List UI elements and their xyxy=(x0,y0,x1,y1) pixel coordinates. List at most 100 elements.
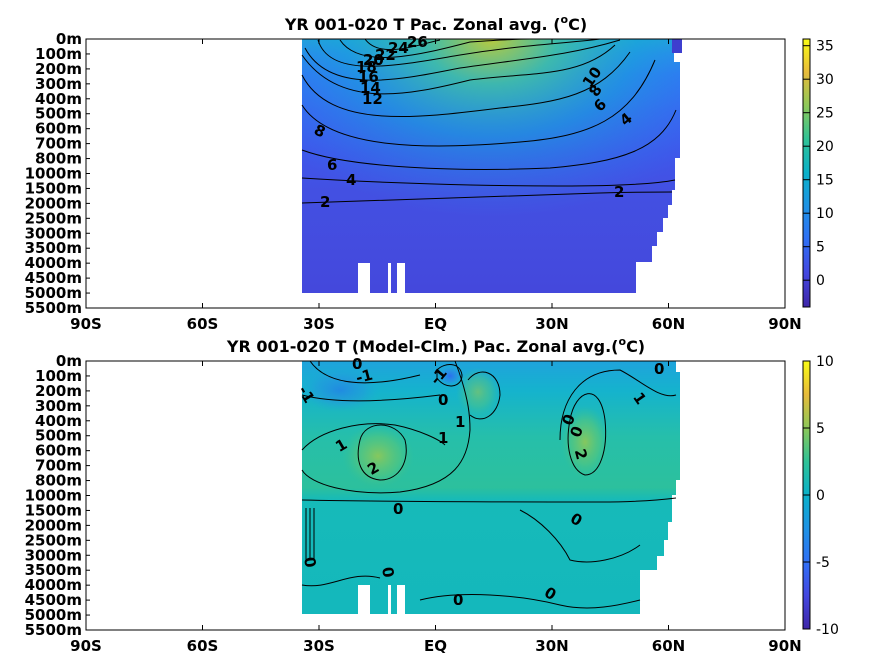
y-tick-label: 800m xyxy=(35,472,82,490)
contour-label: 18 xyxy=(356,58,377,76)
y-tick-label: 100m xyxy=(35,45,82,63)
colorbar-tick-label: 30 xyxy=(816,72,834,88)
colorbar-tick-label: 20 xyxy=(816,139,834,155)
y-tick-label: 1500m xyxy=(25,501,82,519)
contour-label: 0 xyxy=(300,556,320,569)
x-tick-label: 30S xyxy=(303,637,335,655)
x-tick-label: 90S xyxy=(70,315,102,333)
colorbar-tick-label: -5 xyxy=(816,555,830,571)
colorbar-tick-label: -10 xyxy=(816,622,839,638)
y-tick-label: 4000m xyxy=(25,254,82,272)
x-tick-label: EQ xyxy=(424,315,447,333)
colorbar-tick-label: 10 xyxy=(816,354,834,370)
chart-title-2: YR 001-020 T (Model-Clm.) Pac. Zonal avg… xyxy=(226,335,645,356)
contour-label: 0 xyxy=(654,360,664,378)
contour-label: 0 xyxy=(438,391,448,409)
y-tick-label: 2000m xyxy=(25,194,82,212)
y-tick-label: 5500m xyxy=(25,299,82,317)
x-tick-label: 90N xyxy=(768,637,801,655)
y-tick-label: 5000m xyxy=(25,606,82,624)
x-tick-label: 60N xyxy=(652,315,685,333)
y-tick-label: 3000m xyxy=(25,224,82,242)
colorbar-tick-label: 0 xyxy=(816,273,825,289)
colorbar-tick-label: 5 xyxy=(816,421,825,437)
contour-label: 2 xyxy=(320,193,330,211)
x-tick-label: 30S xyxy=(303,315,335,333)
x-tick-label: 60N xyxy=(652,637,685,655)
y-tick-label: 100m xyxy=(35,367,82,385)
colorbar-ticks-2: 10 5 0 -5 -10 xyxy=(803,354,839,638)
x-tick-label: 30N xyxy=(535,637,568,655)
colorbar-1 xyxy=(802,38,811,308)
y-tick-label: 4500m xyxy=(25,591,82,609)
y-tick-label: 2500m xyxy=(25,531,82,549)
y-tick-label: 600m xyxy=(35,442,82,460)
y-tick-label: 2500m xyxy=(25,209,82,227)
colorbar-tick-label: 15 xyxy=(816,173,834,189)
y-tick-label: 500m xyxy=(35,105,82,123)
colorbar-tick-label: 35 xyxy=(816,39,834,55)
panel-2: YR 001-020 T (Model-Clm.) Pac. Zonal avg… xyxy=(25,335,839,655)
contour-label: 26 xyxy=(407,33,428,51)
y-tick-label: 200m xyxy=(35,382,82,400)
contour-label: -1 xyxy=(354,366,375,388)
contour-labels-2: 0 -1 -1 -1 0 0 1 1 1 2 2 0 0 1 0 0 0 0 0… xyxy=(294,355,664,609)
y-tick-label: 0m xyxy=(56,352,82,370)
y-tick-label: 700m xyxy=(35,135,82,153)
y-tick-label: 1500m xyxy=(25,179,82,197)
colorbar-ticks-1: 35 30 25 20 15 10 5 0 xyxy=(803,39,834,289)
x-tick-label: EQ xyxy=(424,637,447,655)
contour-lines-1 xyxy=(301,38,677,204)
contour-label: 0 xyxy=(352,355,362,373)
x-tick-label: 90S xyxy=(70,637,102,655)
y-tick-label: 4000m xyxy=(25,576,82,594)
contour-label: 4 xyxy=(346,171,356,189)
contour-label: 1 xyxy=(438,429,448,447)
x-tick-label: 60S xyxy=(187,315,219,333)
colorbar-tick-label: 5 xyxy=(816,240,825,256)
y-tick-label: 300m xyxy=(35,75,82,93)
panel-1: YR 001-020 T Pac. Zonal avg. (oC) xyxy=(25,13,834,333)
y-tick-label: 1000m xyxy=(25,487,82,505)
contour-label: 2 xyxy=(614,183,624,201)
y-tick-label: 400m xyxy=(35,90,82,108)
contour-label: -1 xyxy=(294,383,318,406)
y-tick-label: 1000m xyxy=(25,165,82,183)
contour-label: 22 xyxy=(375,46,396,64)
y-tick-label: 200m xyxy=(35,60,82,78)
x-tick-label: 90N xyxy=(768,315,801,333)
y-tick-label: 600m xyxy=(35,120,82,138)
y-tick-label: 2000m xyxy=(25,516,82,534)
contour-lines-2 xyxy=(301,360,677,609)
y-axis-1: 0m100m200m300m400m500m600m700m800m1000m1… xyxy=(25,30,90,317)
x-axis-1: 90S 60S 30S EQ 30N 60N 90N xyxy=(70,39,802,333)
y-tick-label: 4500m xyxy=(25,269,82,287)
contour-label: 12 xyxy=(362,90,383,108)
y-tick-label: 400m xyxy=(35,412,82,430)
contour-label: 2 xyxy=(571,447,591,462)
colorbar-tick-label: 10 xyxy=(816,206,834,222)
anomaly-field xyxy=(300,361,680,615)
y-tick-label: 800m xyxy=(35,150,82,168)
contour-label: 16 xyxy=(358,68,379,86)
y-tick-label: 3000m xyxy=(25,546,82,564)
x-tick-label: 30N xyxy=(535,315,568,333)
contour-label: 20 xyxy=(363,51,384,69)
y-tick-label: 3500m xyxy=(25,561,82,579)
y-tick-label: 500m xyxy=(35,427,82,445)
x-axis-2: 90S 60S 30S EQ 30N 60N 90N xyxy=(70,361,802,655)
contour-label: 0 xyxy=(453,591,463,609)
contour-label: 6 xyxy=(327,156,337,174)
y-tick-label: 5000m xyxy=(25,284,82,302)
y-axis-2: 0m100m200m300m400m500m600m700m800m1000m1… xyxy=(25,352,90,639)
colorbar-tick-label: 0 xyxy=(816,488,825,504)
contour-label: 0 xyxy=(393,500,403,518)
chart-title-1: YR 001-020 T Pac. Zonal avg. (oC) xyxy=(284,13,587,34)
x-tick-label: 60S xyxy=(187,637,219,655)
contour-label: 0 xyxy=(378,566,398,579)
contour-label: 24 xyxy=(388,39,409,57)
temperature-field xyxy=(302,39,682,294)
y-tick-label: 300m xyxy=(35,397,82,415)
contour-label: 14 xyxy=(360,79,381,97)
